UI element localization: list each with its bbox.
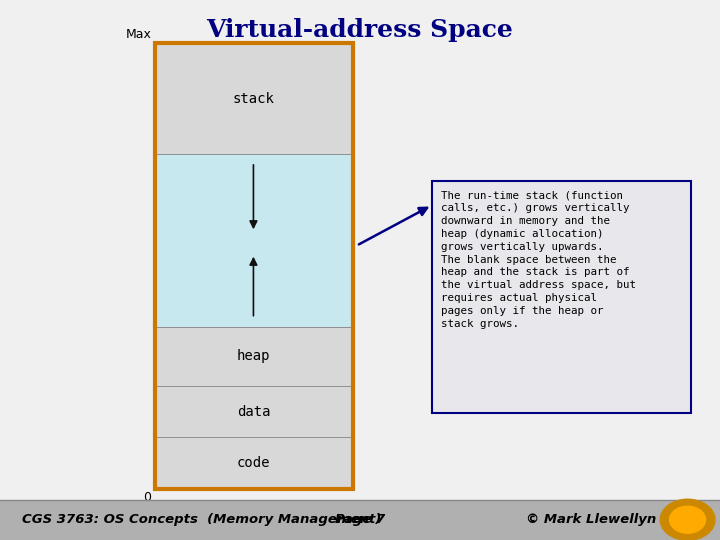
Bar	[155, 43, 353, 489]
Bar	[155, 154, 353, 327]
Text: Page 7: Page 7	[335, 513, 385, 526]
Bar	[155, 437, 353, 489]
Bar	[155, 43, 353, 154]
Text: Virtual-address Space: Virtual-address Space	[207, 18, 513, 42]
Bar	[155, 327, 353, 386]
Bar	[432, 181, 691, 413]
Text: CGS 3763: OS Concepts  (Memory Management): CGS 3763: OS Concepts (Memory Management…	[22, 513, 381, 526]
Text: © Mark Llewellyn: © Mark Llewellyn	[526, 513, 656, 526]
Text: Max: Max	[125, 28, 151, 40]
Circle shape	[660, 499, 715, 540]
Bar	[0, 500, 720, 540]
Text: heap: heap	[237, 349, 271, 363]
Text: stack: stack	[233, 92, 275, 105]
Text: 0: 0	[143, 491, 151, 504]
Text: The run-time stack (function
calls, etc.) grows vertically
downward in memory an: The run-time stack (function calls, etc.…	[441, 191, 636, 329]
Bar	[155, 386, 353, 437]
Circle shape	[670, 507, 706, 534]
Text: code: code	[237, 456, 271, 470]
Text: data: data	[237, 405, 271, 418]
